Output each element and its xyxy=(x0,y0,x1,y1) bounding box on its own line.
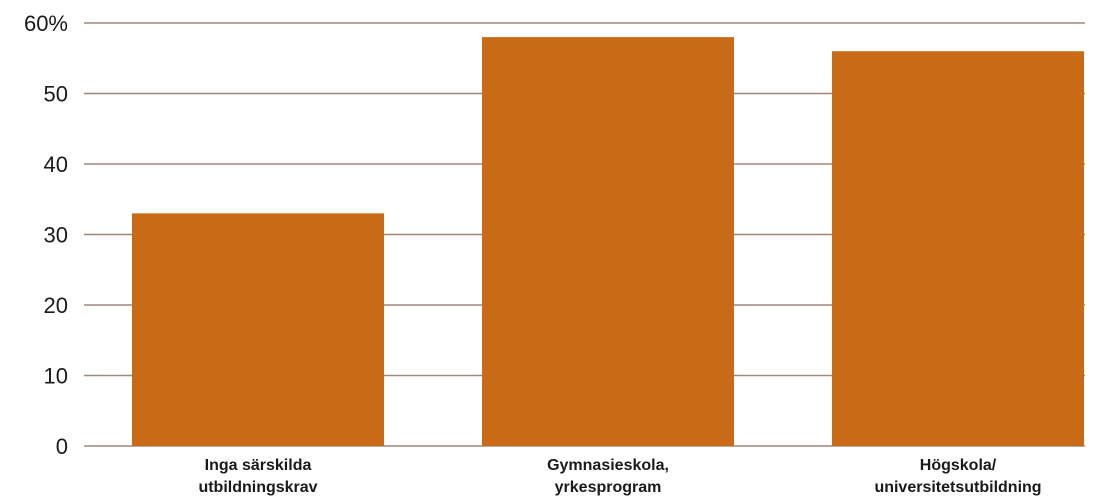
bars xyxy=(132,37,1084,446)
y-tick-label: 30 xyxy=(44,223,68,248)
x-category-label: Inga särskilda utbildningskrav xyxy=(198,457,317,496)
x-category-label: Gymnasieskola, yrkesprogram xyxy=(547,457,669,496)
y-axis-ticks: 0 10 20 30 40 50 60% xyxy=(24,11,68,459)
y-tick-label: 0 xyxy=(56,434,68,459)
x-axis-labels: Inga särskilda utbildningskrav Gymnasiesko… xyxy=(198,457,1041,496)
x-category-label: Högskola/universitetsutbildning xyxy=(874,457,1041,496)
bar-2 xyxy=(832,51,1084,446)
y-tick-label: 50 xyxy=(44,82,68,107)
bar-1 xyxy=(482,37,734,446)
y-tick-label: 20 xyxy=(44,293,68,318)
y-tick-label: 60% xyxy=(24,11,68,36)
bar-0 xyxy=(132,213,384,446)
y-tick-label: 10 xyxy=(44,364,68,389)
y-tick-label: 40 xyxy=(44,152,68,177)
